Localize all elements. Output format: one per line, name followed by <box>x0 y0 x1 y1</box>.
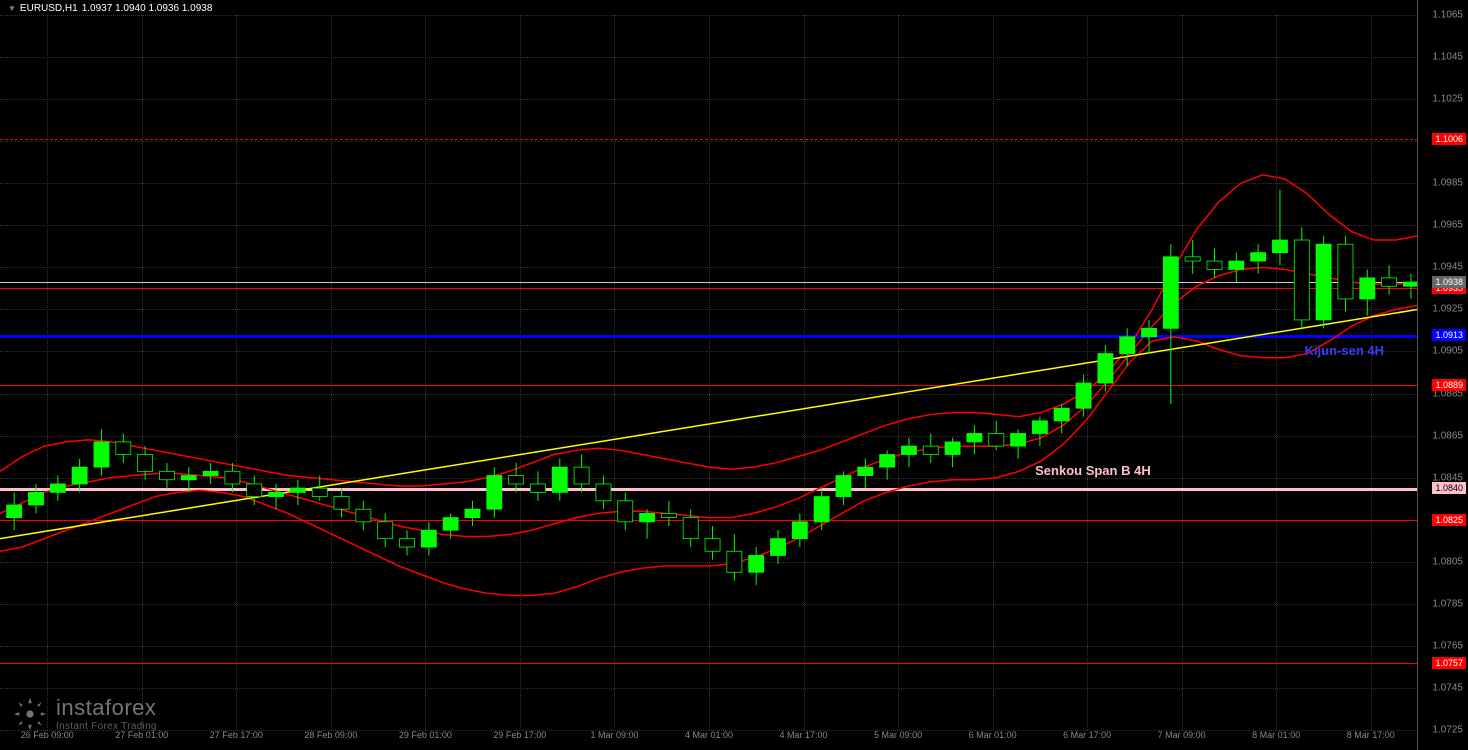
brand-tagline: Instant Forex Trading <box>56 721 157 732</box>
y-tick-label: 1.0745 <box>1432 682 1463 693</box>
y-tick-label: 1.0725 <box>1432 725 1463 736</box>
y-tick-label: 1.1065 <box>1432 10 1463 21</box>
x-tick-label: 6 Mar 17:00 <box>1063 730 1111 740</box>
x-tick-label: 28 Feb 09:00 <box>304 730 357 740</box>
x-axis: 26 Feb 09:0027 Feb 01:0027 Feb 17:0028 F… <box>0 730 1418 748</box>
level-label: 1.0913 <box>1432 329 1466 341</box>
y-tick-label: 1.0925 <box>1432 304 1463 315</box>
y-axis-border <box>1417 0 1418 750</box>
x-tick-label: 6 Mar 01:00 <box>969 730 1017 740</box>
x-tick-label: 1 Mar 09:00 <box>590 730 638 740</box>
y-tick-label: 1.0765 <box>1432 640 1463 651</box>
y-tick-label: 1.1045 <box>1432 52 1463 63</box>
level-label: 1.0938 <box>1432 276 1466 288</box>
x-tick-label: 8 Mar 01:00 <box>1252 730 1300 740</box>
y-tick-label: 1.0945 <box>1432 262 1463 273</box>
level-label: 1.0757 <box>1432 657 1466 669</box>
brand-name: instaforex <box>56 695 157 721</box>
y-tick-label: 1.0865 <box>1432 430 1463 441</box>
y-axis: 1.07251.07451.07651.07851.08051.08251.08… <box>1418 15 1468 730</box>
chart-title: ▼ EURUSD,H1 1.0937 1.0940 1.0936 1.0938 <box>8 3 212 14</box>
level-label: 1.0825 <box>1432 514 1466 526</box>
watermark: instaforex Instant Forex Trading <box>12 695 157 732</box>
y-tick-label: 1.0785 <box>1432 598 1463 609</box>
level-label: 1.0840 <box>1432 482 1466 494</box>
y-tick-label: 1.0985 <box>1432 178 1463 189</box>
x-tick-label: 29 Feb 01:00 <box>399 730 452 740</box>
level-label: 1.1006 <box>1432 133 1466 145</box>
indicator-label: Senkou Span B 4H <box>1035 463 1151 478</box>
level-label: 1.0889 <box>1432 379 1466 391</box>
chart-container: ▼ EURUSD,H1 1.0937 1.0940 1.0936 1.0938 … <box>0 0 1468 750</box>
x-tick-label: 8 Mar 17:00 <box>1347 730 1395 740</box>
chart-svg <box>0 15 1418 730</box>
x-tick-label: 29 Feb 17:00 <box>493 730 546 740</box>
x-tick-label: 4 Mar 17:00 <box>780 730 828 740</box>
ohlc-text: 1.0937 1.0940 1.0936 1.0938 <box>82 3 213 14</box>
indicator-label: Kijun-sen 4H <box>1305 343 1384 358</box>
x-tick-label: 5 Mar 09:00 <box>874 730 922 740</box>
symbol-text: EURUSD,H1 <box>20 3 78 14</box>
y-tick-label: 1.0965 <box>1432 220 1463 231</box>
x-tick-label: 4 Mar 01:00 <box>685 730 733 740</box>
y-tick-label: 1.0905 <box>1432 346 1463 357</box>
x-tick-label: 27 Feb 17:00 <box>210 730 263 740</box>
x-tick-label: 7 Mar 09:00 <box>1158 730 1206 740</box>
y-tick-label: 1.0805 <box>1432 556 1463 567</box>
plot-area[interactable]: 1.10061.09351.09381.09131.08891.08401.08… <box>0 15 1418 730</box>
brand-icon <box>12 696 48 732</box>
y-tick-label: 1.1025 <box>1432 94 1463 105</box>
dropdown-icon: ▼ <box>8 4 16 13</box>
